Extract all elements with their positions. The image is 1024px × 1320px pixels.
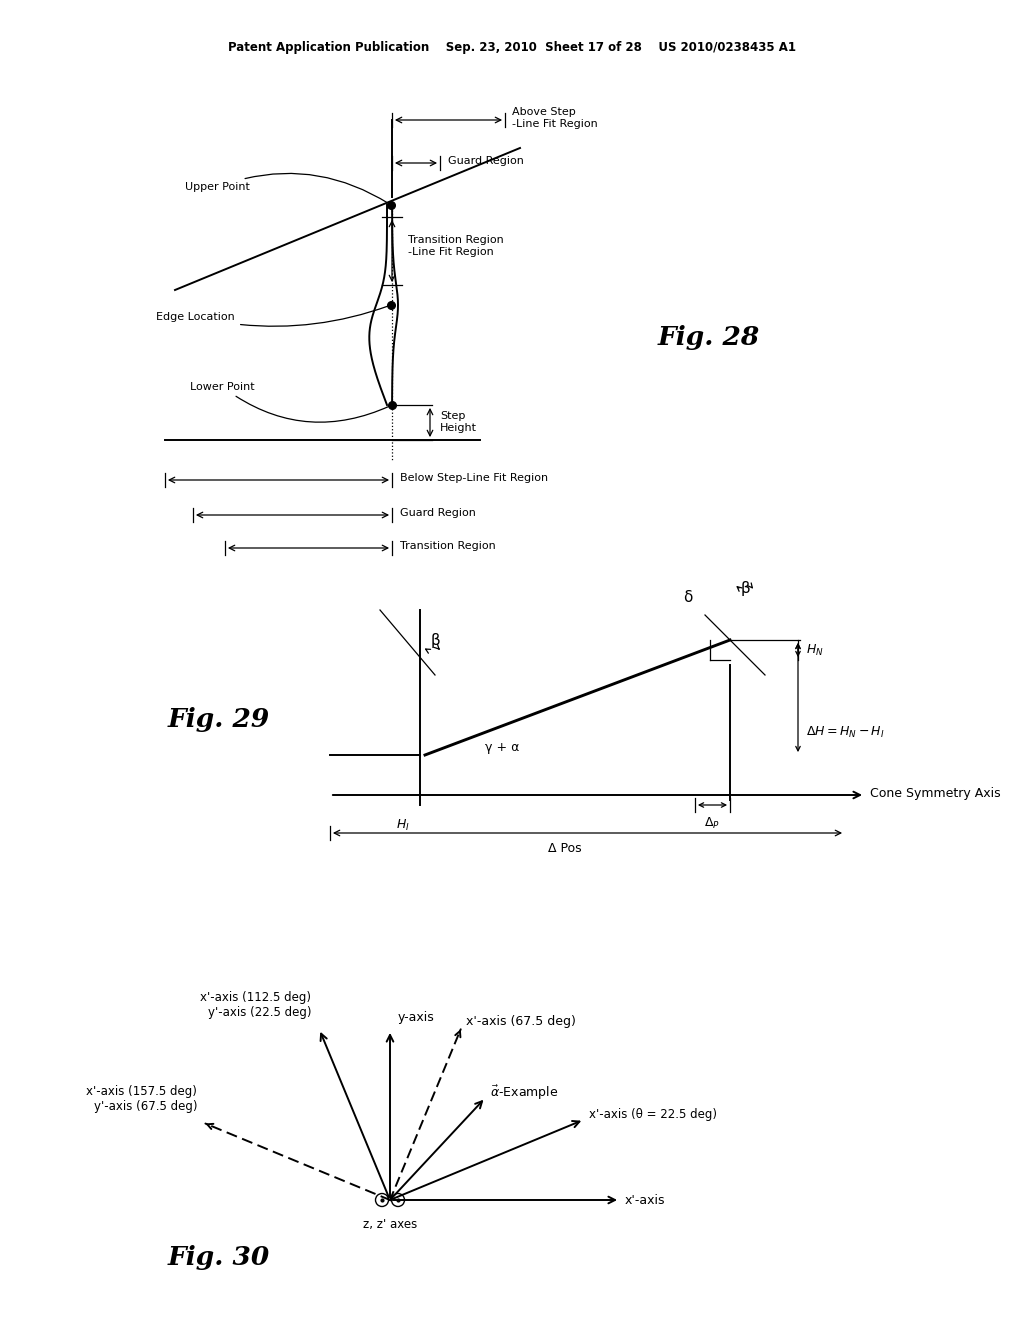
Text: Edge Location: Edge Location — [157, 306, 388, 326]
Text: y-axis: y-axis — [398, 1011, 435, 1024]
Text: Patent Application Publication    Sep. 23, 2010  Sheet 17 of 28    US 2010/02384: Patent Application Publication Sep. 23, … — [228, 41, 796, 54]
Text: Transition Region
-Line Fit Region: Transition Region -Line Fit Region — [408, 235, 504, 257]
Text: Guard Region: Guard Region — [449, 156, 524, 166]
Text: Lower Point: Lower Point — [190, 381, 389, 422]
Text: β: β — [430, 632, 440, 648]
Text: Cone Symmetry Axis: Cone Symmetry Axis — [870, 787, 1000, 800]
Text: x'-axis (θ = 22.5 deg): x'-axis (θ = 22.5 deg) — [589, 1107, 717, 1121]
Text: $\Delta H = H_N - H_I$: $\Delta H = H_N - H_I$ — [806, 725, 885, 739]
Text: $H_I$: $H_I$ — [396, 817, 410, 833]
Text: Step
Height: Step Height — [440, 412, 477, 433]
Text: x'-axis: x'-axis — [625, 1193, 666, 1206]
Text: β: β — [740, 581, 750, 595]
Text: x'-axis (157.5 deg)
y'-axis (67.5 deg): x'-axis (157.5 deg) y'-axis (67.5 deg) — [86, 1085, 198, 1114]
Text: Upper Point: Upper Point — [185, 173, 389, 203]
Text: Guard Region: Guard Region — [400, 508, 476, 517]
Text: Below Step-Line Fit Region: Below Step-Line Fit Region — [400, 473, 548, 483]
Text: x'-axis (112.5 deg)
y'-axis (22.5 deg): x'-axis (112.5 deg) y'-axis (22.5 deg) — [201, 991, 311, 1019]
Text: δ: δ — [683, 590, 692, 606]
Text: γ + α: γ + α — [485, 741, 519, 754]
Text: $H_N$: $H_N$ — [806, 643, 823, 657]
Text: Transition Region: Transition Region — [400, 541, 496, 550]
Text: Δ Pos: Δ Pos — [548, 842, 582, 855]
Text: Fig. 28: Fig. 28 — [658, 326, 760, 351]
Text: Fig. 29: Fig. 29 — [168, 708, 270, 733]
Text: z, z' axes: z, z' axes — [362, 1218, 417, 1232]
Text: x'-axis (67.5 deg): x'-axis (67.5 deg) — [466, 1015, 575, 1027]
Text: Above Step
-Line Fit Region: Above Step -Line Fit Region — [512, 107, 598, 129]
Text: $\vec{\alpha}$-Example: $\vec{\alpha}$-Example — [490, 1084, 559, 1102]
Text: $\Delta_P$: $\Delta_P$ — [705, 816, 720, 830]
Text: Fig. 30: Fig. 30 — [168, 1246, 270, 1270]
